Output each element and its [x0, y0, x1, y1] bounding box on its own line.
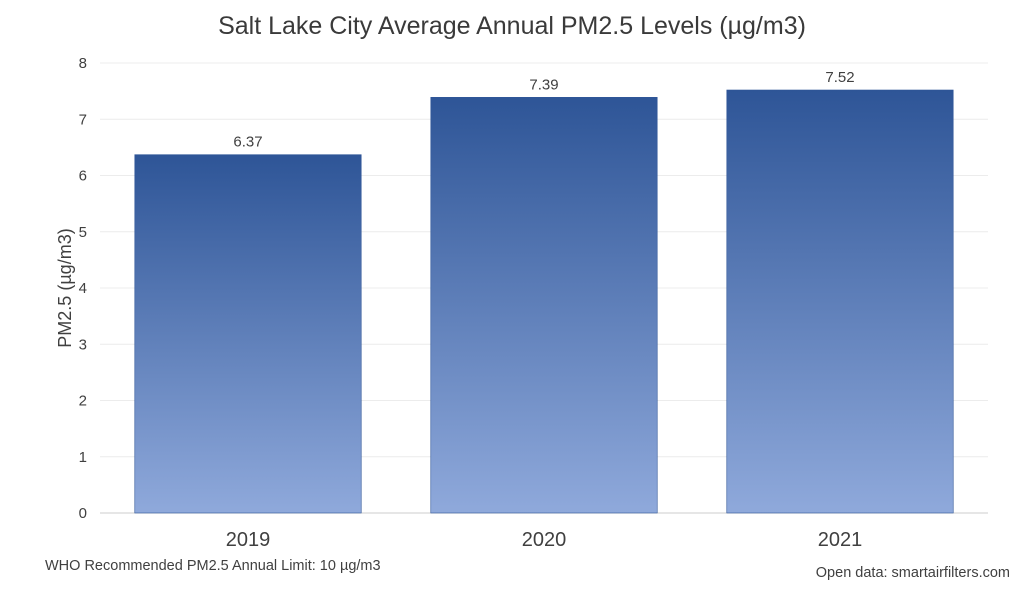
y-tick-label: 6	[79, 168, 87, 185]
x-tick-label: 2019	[226, 529, 271, 551]
y-tick-label: 0	[79, 505, 87, 522]
bar-2021	[726, 89, 954, 514]
y-tick-label: 2	[79, 393, 87, 410]
bar-2019	[134, 154, 362, 514]
y-tick-label: 5	[79, 224, 87, 241]
chart-title: Salt Lake City Average Annual PM2.5 Leve…	[218, 12, 806, 40]
data-label: 7.39	[529, 76, 558, 93]
data-source: Open data: smartairfilters.com	[815, 565, 1010, 581]
who-limit-note: WHO Recommended PM2.5 Annual Limit: 10 µ…	[45, 558, 381, 574]
y-tick-label: 8	[79, 55, 87, 72]
y-tick-label: 1	[79, 449, 87, 466]
x-tick-label: 2021	[818, 529, 863, 551]
y-tick-label: 7	[79, 111, 87, 128]
x-tick-label: 2020	[522, 529, 567, 551]
bar-2020	[430, 97, 658, 514]
data-label: 6.37	[233, 134, 262, 151]
y-tick-label: 4	[79, 280, 87, 297]
y-tick-label: 3	[79, 336, 87, 353]
data-label: 7.52	[825, 69, 854, 86]
y-axis-label: PM2.5 (µg/m3)	[55, 228, 75, 347]
